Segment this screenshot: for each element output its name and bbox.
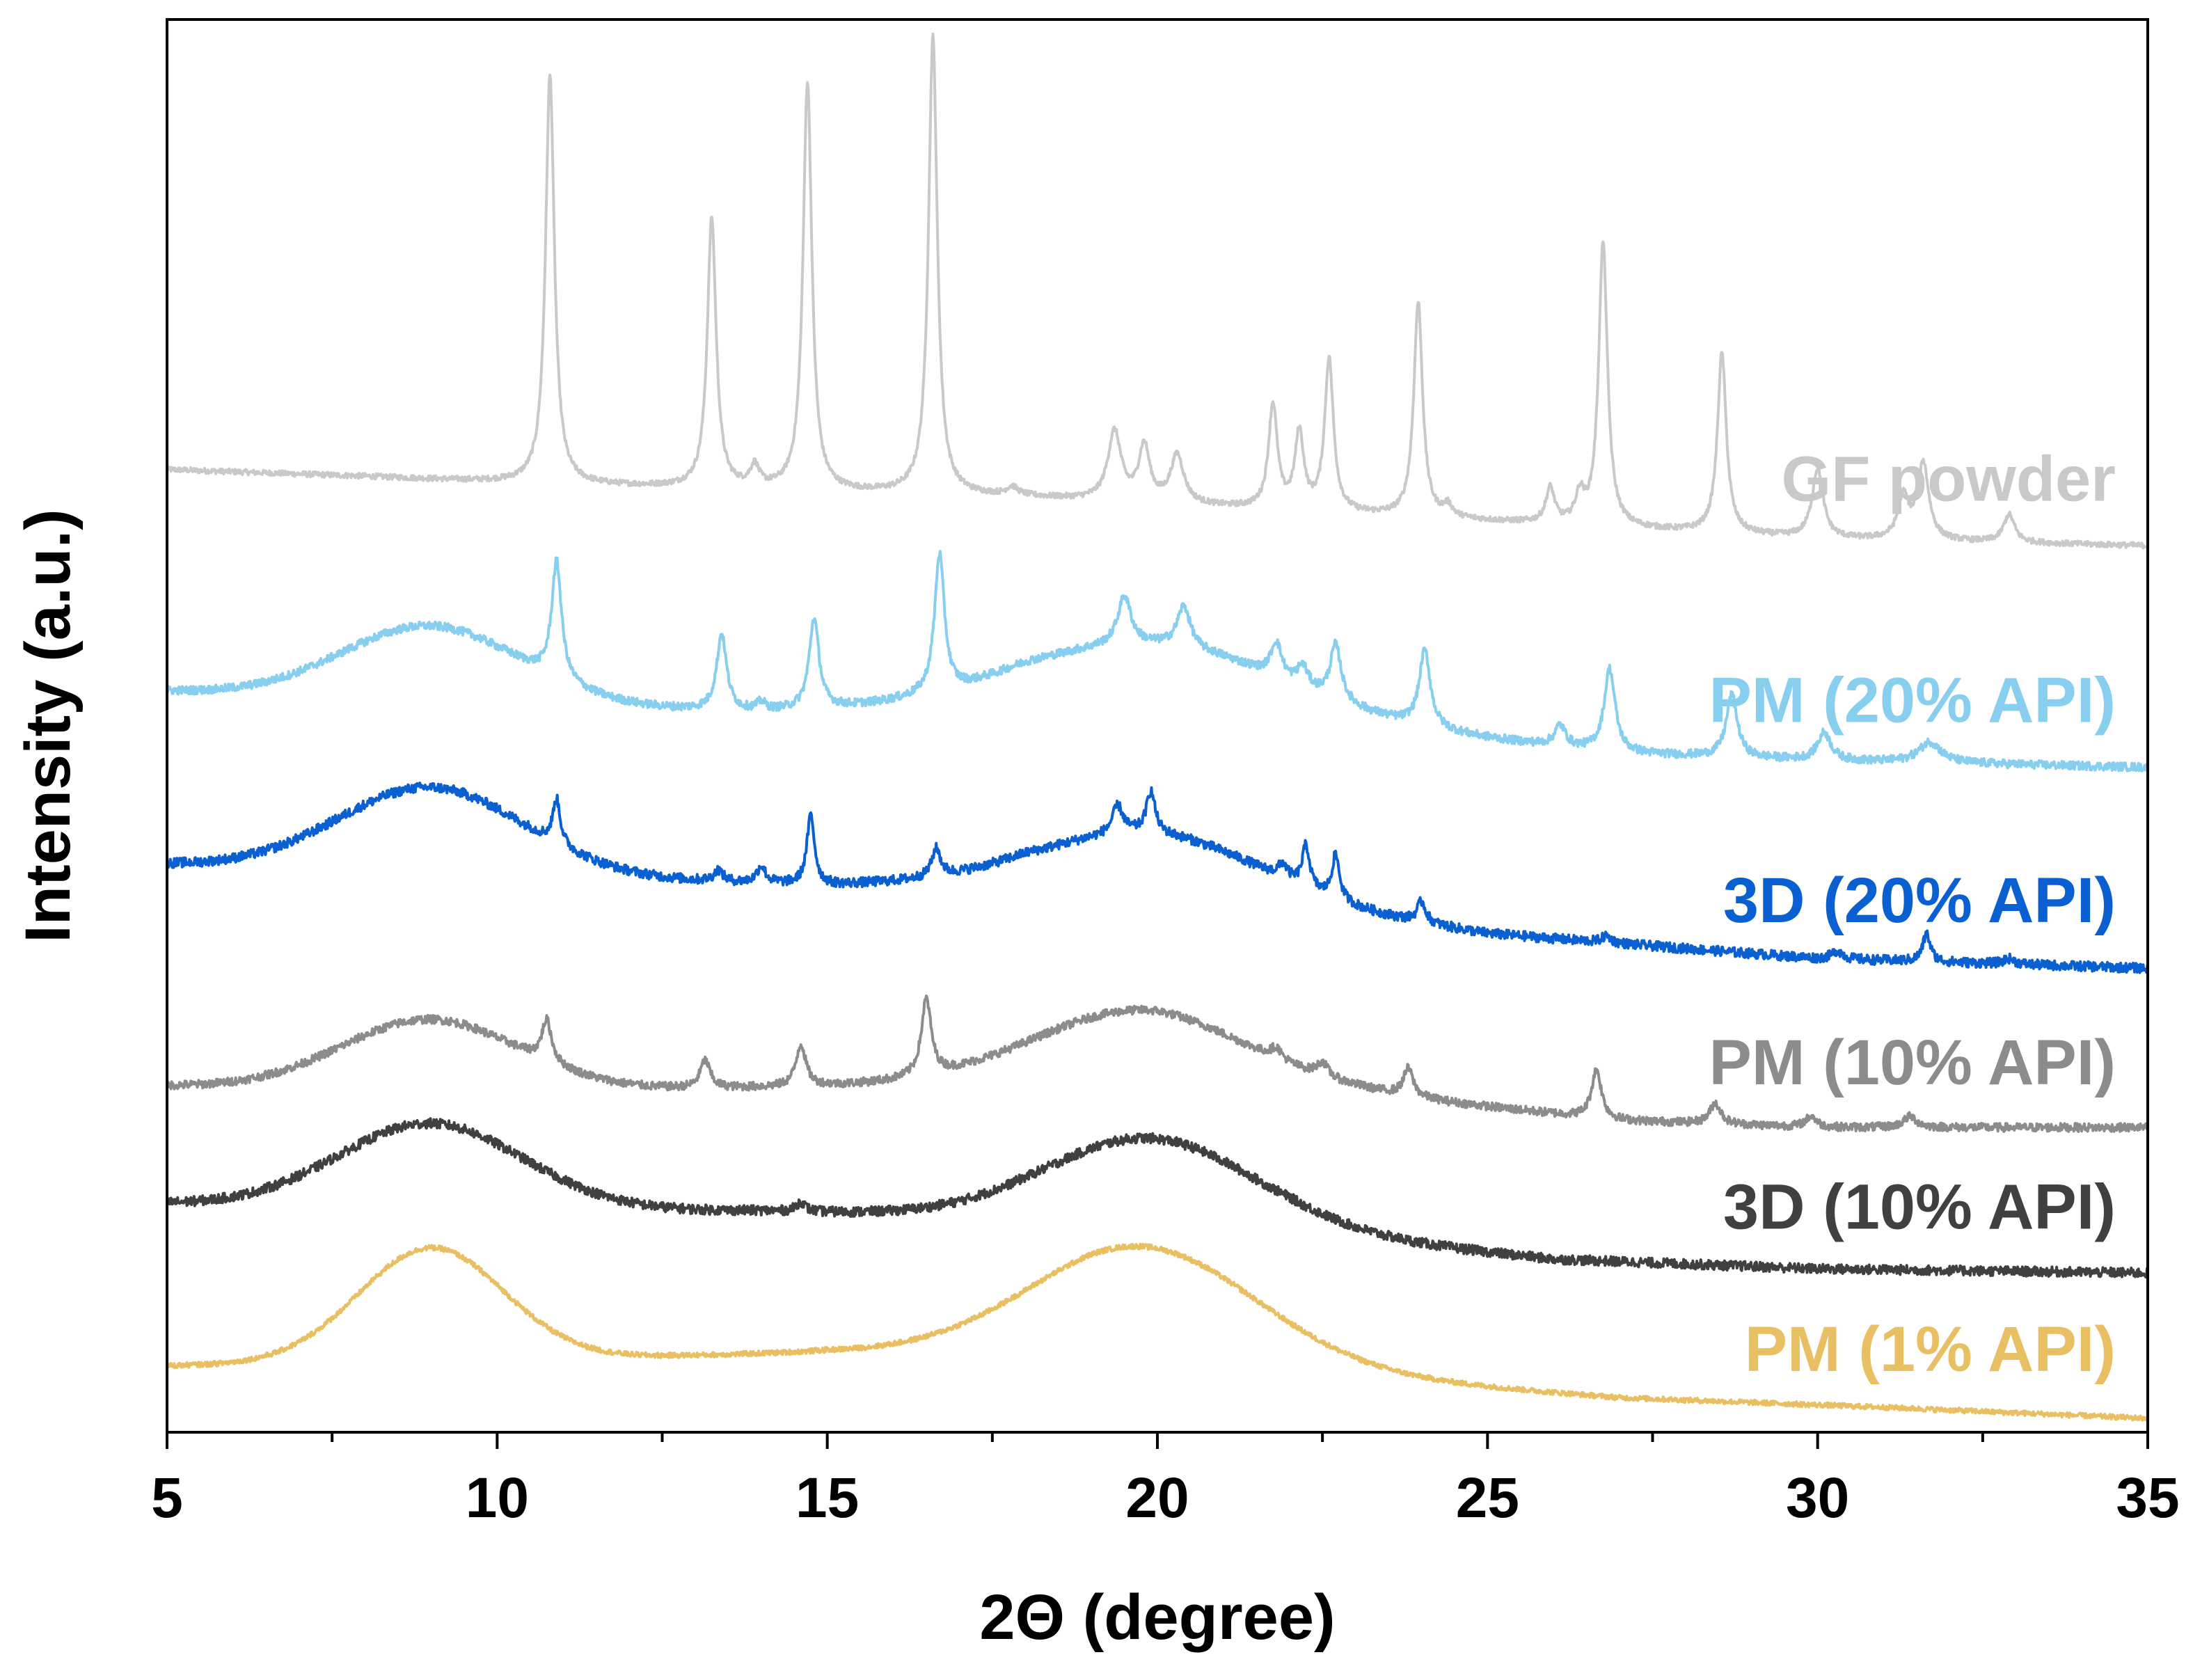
y-axis-label: Intensity (a.u.) [13,509,84,943]
x-tick-label: 20 [1125,1466,1189,1530]
series-labels: GF powder PM (20% API) 3D (20% API) PM (10%… [1709,443,2116,1385]
series-line [166,1242,2149,1423]
series-line [166,994,2149,1133]
series-line [166,550,2149,772]
x-tick-label: 30 [1786,1466,1849,1530]
series-layer [166,33,2149,1423]
x-axis-label: 2Θ (degree) [979,1582,1335,1653]
series-line [166,33,2149,550]
series-label: GF powder [1782,443,2116,514]
series-label: PM (20% API) [1709,665,2116,736]
x-tick-label: 10 [466,1466,529,1530]
series-label: PM (1% API) [1745,1314,2116,1385]
x-tick-label: 15 [795,1466,859,1530]
series-label: PM (10% API) [1709,1027,2116,1098]
series-line [166,1117,2149,1279]
series-label: 3D (10% API) [1723,1171,2116,1242]
x-tick-label: 25 [1456,1466,1519,1530]
x-tick-label: 35 [2116,1466,2179,1530]
x-axis: 5 10 15 20 25 30 35 [151,1432,2180,1530]
series-label: 3D (20% API) [1723,865,2116,936]
series-line [166,782,2149,974]
x-tick-label: 5 [151,1466,183,1530]
